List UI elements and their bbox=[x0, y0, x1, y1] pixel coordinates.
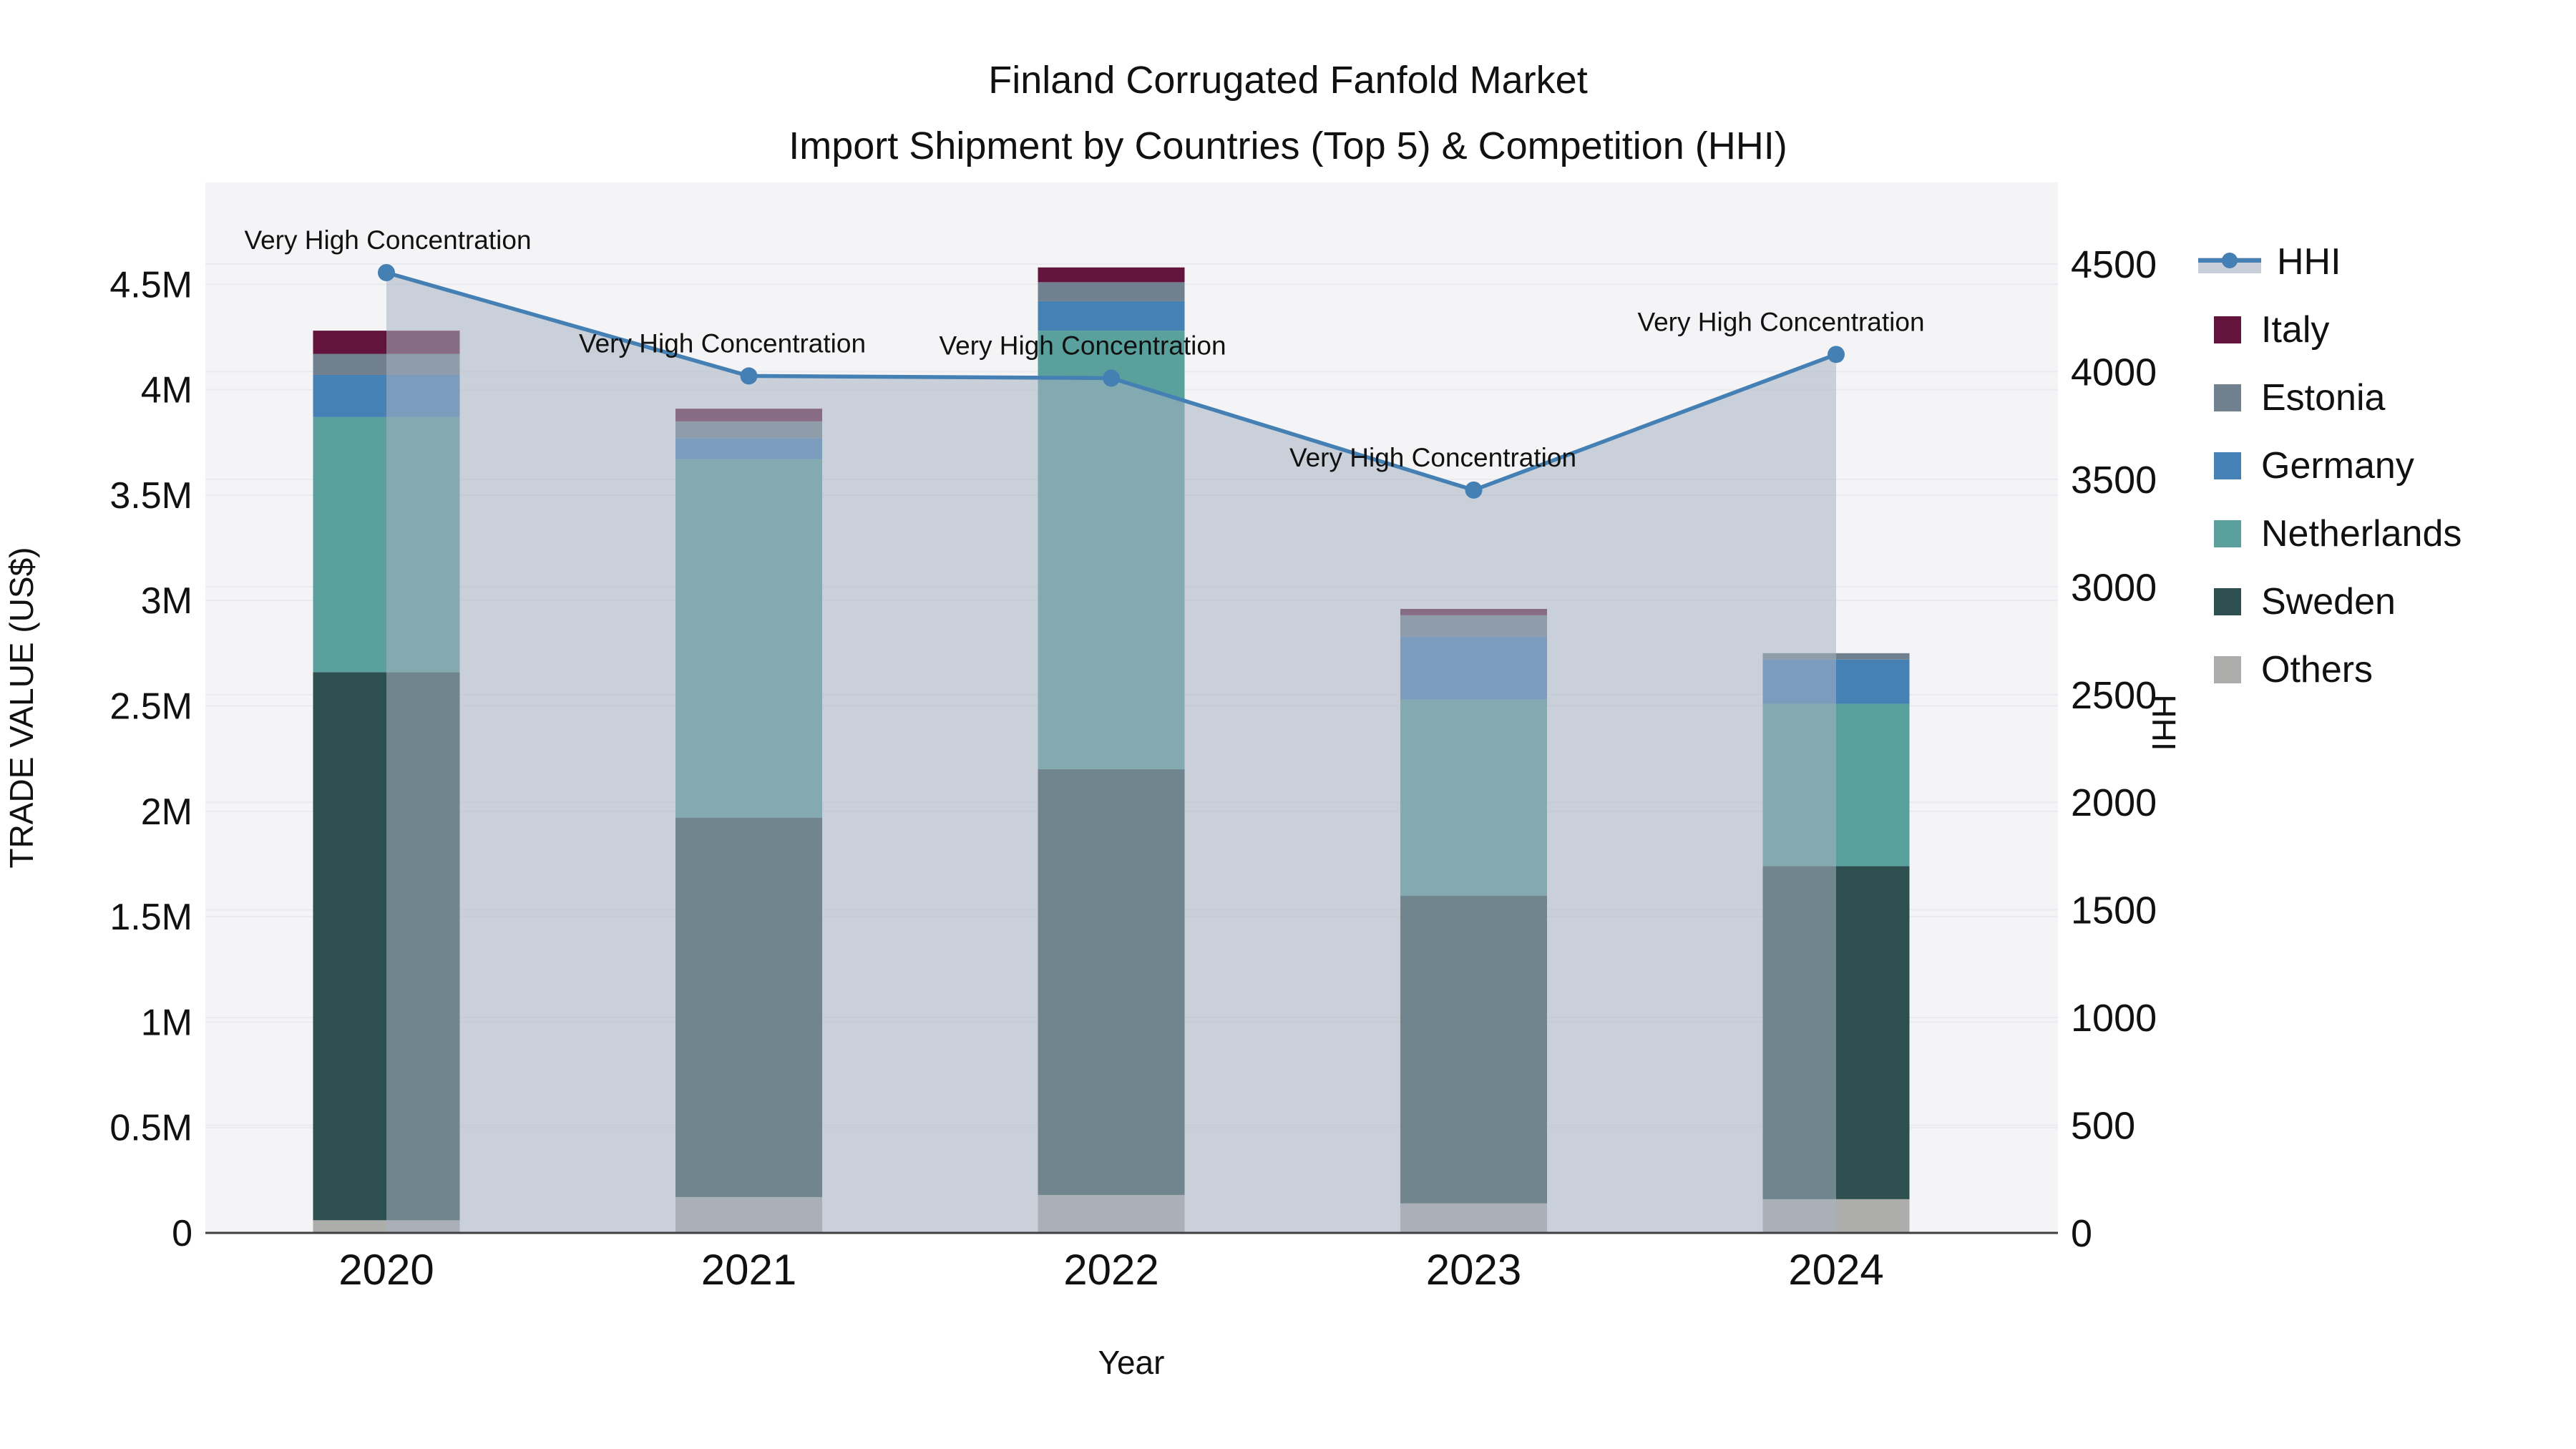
legend-label: HHI bbox=[2277, 240, 2341, 283]
chart-title-line2: Import Shipment by Countries (Top 5) & C… bbox=[789, 125, 1787, 167]
y1-tick-label: 1M bbox=[141, 1002, 192, 1043]
x-tick-label-2022: 2022 bbox=[1063, 1246, 1158, 1294]
others-swatch-icon bbox=[2214, 655, 2241, 683]
y2-tick-label: 2000 bbox=[2071, 781, 2157, 824]
hhi-line-legend-icon bbox=[2198, 246, 2261, 278]
hhi-point-2021[interactable] bbox=[740, 367, 758, 385]
chart-title-line1: Finland Corrugated Fanfold Market bbox=[988, 59, 1587, 102]
hhi-point-2024[interactable] bbox=[1828, 346, 1845, 364]
y1-tick-label: 3M bbox=[141, 580, 192, 622]
y1-tick-label: 2M bbox=[141, 791, 192, 833]
x-axis-title: Year bbox=[1098, 1344, 1165, 1381]
legend-label: Netherlands bbox=[2261, 512, 2462, 555]
y2-tick-label: 500 bbox=[2071, 1105, 2135, 1148]
y2-tick-label: 0 bbox=[2071, 1212, 2092, 1255]
hhi-annotation-2021: Very High Concentration bbox=[579, 328, 866, 358]
legend-item-sweden[interactable]: Sweden bbox=[2198, 567, 2462, 635]
bar-2022-italy[interactable] bbox=[1038, 267, 1185, 283]
tick-label-layer: 0 0.5M 1M 1.5M 2M 2.5M 3M 3.5M 4M 4.5M 0 500 1000 150… bbox=[109, 243, 2157, 1294]
netherlands-swatch-icon bbox=[2214, 519, 2241, 547]
hhi-annotation-2020: Very High Concentration bbox=[244, 225, 531, 255]
y1-tick-label: 0.5M bbox=[109, 1108, 192, 1149]
y2-tick-label: 4000 bbox=[2071, 351, 2157, 394]
y2-tick-label: 3500 bbox=[2071, 459, 2157, 502]
legend: HHI Italy Estonia Germany Netherlands Sweden O… bbox=[2198, 228, 2462, 703]
legend-item-hhi[interactable]: HHI bbox=[2198, 228, 2462, 296]
y1-tick-label: 2.5M bbox=[109, 686, 192, 728]
italy-swatch-icon bbox=[2214, 316, 2241, 343]
hhi-area-layer bbox=[386, 272, 1836, 1234]
hhi-point-2022[interactable] bbox=[1103, 369, 1120, 387]
hhi-point-2023[interactable] bbox=[1465, 481, 1483, 499]
hhi-line-layer bbox=[378, 263, 1845, 499]
y1-tick-label: 1.5M bbox=[109, 897, 192, 938]
y1-axis-title: TRADE VALUE (US$) bbox=[3, 547, 40, 868]
legend-label: Estonia bbox=[2261, 376, 2386, 419]
sweden-swatch-icon bbox=[2214, 587, 2241, 615]
legend-label: Sweden bbox=[2261, 580, 2396, 623]
legend-item-estonia[interactable]: Estonia bbox=[2198, 364, 2462, 431]
estonia-swatch-icon bbox=[2214, 384, 2241, 411]
annotation-layer: Very High Concentration Very High Concent… bbox=[244, 225, 1924, 472]
legend-label: Italy bbox=[2261, 308, 2330, 351]
legend-item-italy[interactable]: Italy bbox=[2198, 296, 2462, 364]
y2-tick-label: 3000 bbox=[2071, 566, 2157, 609]
legend-item-germany[interactable]: Germany bbox=[2198, 431, 2462, 499]
germany-swatch-icon bbox=[2214, 452, 2241, 479]
y2-tick-label: 1000 bbox=[2071, 997, 2157, 1040]
x-tick-label-2024: 2024 bbox=[1788, 1246, 1883, 1294]
legend-label: Others bbox=[2261, 648, 2373, 691]
y2-tick-label: 2500 bbox=[2071, 674, 2157, 717]
y2-tick-label: 4500 bbox=[2071, 243, 2157, 286]
legend-item-netherlands[interactable]: Netherlands bbox=[2198, 499, 2462, 567]
legend-label: Germany bbox=[2261, 444, 2414, 487]
y1-tick-label: 3.5M bbox=[109, 475, 192, 517]
hhi-annotation-2023: Very High Concentration bbox=[1289, 443, 1576, 472]
bar-2022-germany[interactable] bbox=[1038, 301, 1185, 331]
x-tick-label-2021: 2021 bbox=[701, 1246, 796, 1294]
x-tick-label-2020: 2020 bbox=[338, 1246, 434, 1294]
hhi-point-2020[interactable] bbox=[378, 263, 395, 281]
y1-tick-label: 4M bbox=[141, 370, 192, 411]
hhi-annotation-2024: Very High Concentration bbox=[1637, 307, 1924, 336]
bar-2022-estonia[interactable] bbox=[1038, 282, 1185, 301]
y2-axis-title: HHI bbox=[2145, 694, 2182, 751]
legend-item-others[interactable]: Others bbox=[2198, 635, 2462, 703]
y1-tick-label: 4.5M bbox=[109, 264, 192, 306]
x-tick-label-2023: 2023 bbox=[1426, 1246, 1521, 1294]
hhi-annotation-2022: Very High Concentration bbox=[939, 331, 1226, 360]
hhi-area-fill bbox=[386, 272, 1836, 1234]
y2-tick-label: 1500 bbox=[2071, 889, 2157, 932]
y1-tick-label: 0 bbox=[172, 1213, 192, 1254]
